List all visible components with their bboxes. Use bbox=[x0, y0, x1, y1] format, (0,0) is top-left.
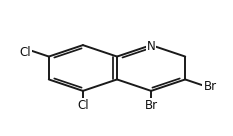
Text: Cl: Cl bbox=[77, 99, 89, 112]
Text: Cl: Cl bbox=[19, 46, 31, 59]
Text: Br: Br bbox=[203, 80, 216, 93]
Text: Br: Br bbox=[144, 99, 158, 112]
Text: N: N bbox=[147, 40, 155, 53]
